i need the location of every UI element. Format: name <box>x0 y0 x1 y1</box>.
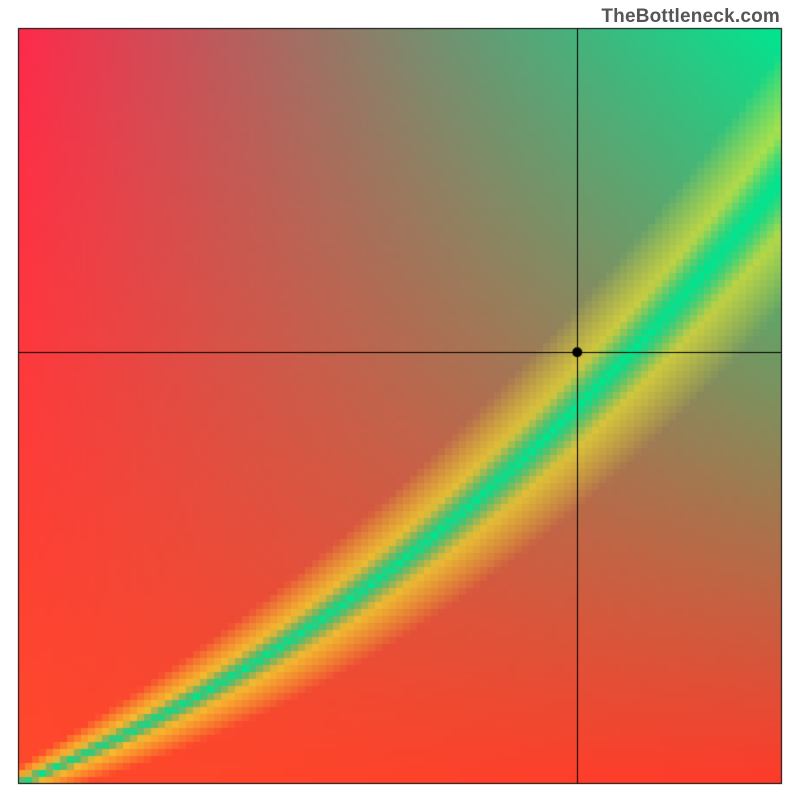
bottleneck-heatmap-canvas <box>0 0 800 800</box>
chart-container: TheBottleneck.com <box>0 0 800 800</box>
watermark-label: TheBottleneck.com <box>601 6 780 28</box>
